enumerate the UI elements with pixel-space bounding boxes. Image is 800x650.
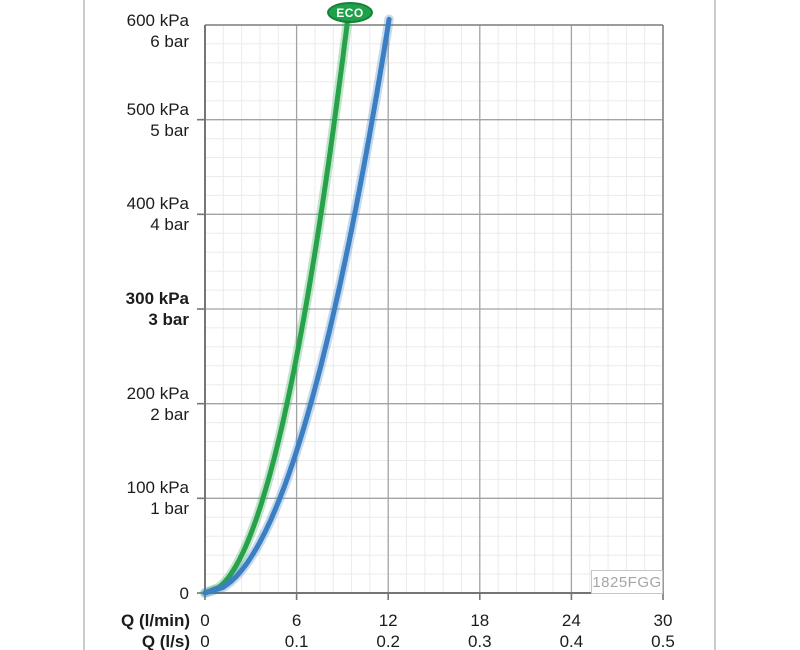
x-tick-label-ls-0: 0	[200, 632, 210, 650]
x-tick-label-lmin-12: 12	[378, 611, 398, 630]
curve-standard	[202, 16, 392, 596]
x-tick-label-ls-0.3: 0.3	[467, 632, 492, 650]
y-axis-label-200: 200 kPa 2 bar	[126, 383, 189, 424]
x-tick-label-ls-0.4: 0.4	[559, 632, 584, 650]
x-axis-title-ls: Q (l/s)	[141, 632, 190, 650]
product-code-label: 1825FGG	[591, 570, 663, 594]
x-tick-label-lmin-0: 0	[200, 611, 210, 630]
y-axis-label-100: 100 kPa 1 bar	[126, 478, 189, 519]
plot-frame	[205, 24, 664, 593]
major-gridlines	[205, 25, 663, 593]
y-axis-label-0: 0	[179, 584, 189, 603]
axis-ticks	[197, 118, 664, 600]
x-axis-title-lmin: Q (l/min)	[121, 611, 190, 630]
y-axis-label-400: 400 kPa 4 bar	[126, 194, 189, 235]
curve-eco	[202, 16, 351, 596]
x-tick-label-lmin-30: 30	[653, 611, 673, 630]
x-tick-label-lmin-24: 24	[561, 611, 581, 630]
x-tick-label-lmin-18: 18	[470, 611, 490, 630]
y-axis-label-600: 600 kPa 6 bar	[126, 11, 189, 51]
x-tick-label-lmin-6: 6	[291, 611, 302, 630]
page-border-right	[714, 0, 716, 650]
x-tick-label-ls-0.2: 0.2	[376, 632, 400, 650]
eco-badge: ECO	[327, 2, 373, 23]
page-border-left	[83, 0, 85, 650]
y-axis-label-500: 500 kPa 5 bar	[126, 99, 189, 140]
x-tick-label-ls-0.5: 0.5	[651, 632, 675, 650]
x-tick-label-ls-0.1: 0.1	[284, 632, 309, 650]
y-axis-label-300: 300 kPa 3 bar	[125, 289, 189, 329]
